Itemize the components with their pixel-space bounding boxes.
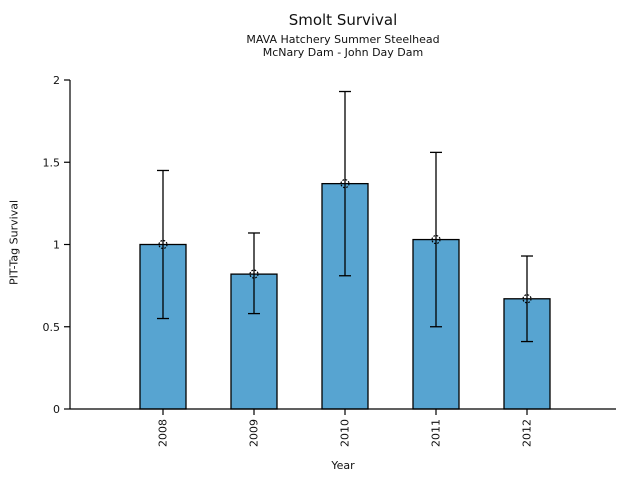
chart-subtitle-2: McNary Dam - John Day Dam <box>262 46 424 59</box>
y-axis-label: PIT-Tag Survival <box>7 200 21 286</box>
point-estimate-marker-2009 <box>249 269 259 279</box>
y-tick-label: 0.5 <box>43 321 61 334</box>
x-axis-label: Year <box>331 459 355 472</box>
chart-title: Smolt Survival <box>288 11 398 29</box>
point-estimate-marker-2008 <box>158 239 168 250</box>
x-tick-label: 2011 <box>430 419 443 447</box>
x-tick-label: 2012 <box>521 419 534 447</box>
point-estimate-marker-2011 <box>431 234 441 245</box>
chart-subtitle-1: MAVA Hatchery Summer Steelhead <box>246 33 440 46</box>
y-tick-label: 1 <box>53 239 60 252</box>
y-tick-label: 1.5 <box>43 156 61 169</box>
point-estimate-marker-2010 <box>340 179 350 189</box>
x-tick-label: 2009 <box>248 419 261 447</box>
x-tick-label: 2008 <box>157 419 170 447</box>
y-tick-label: 0 <box>53 403 60 416</box>
x-tick-label: 2010 <box>339 419 352 447</box>
y-tick-label: 2 <box>53 74 60 87</box>
point-estimate-marker-2012 <box>522 294 532 304</box>
